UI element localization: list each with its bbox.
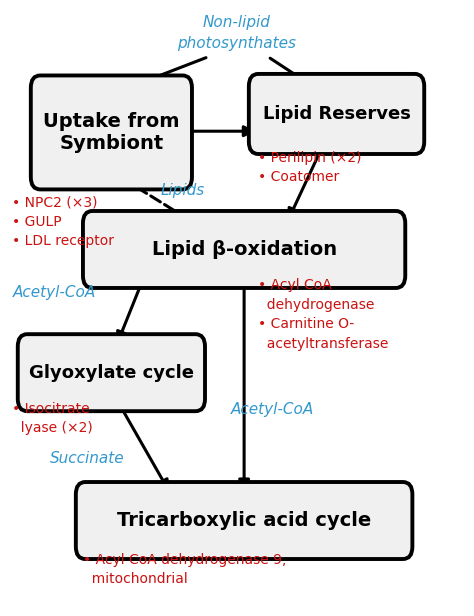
Text: Uptake from
Symbiont: Uptake from Symbiont (43, 112, 180, 153)
Text: Acetyl-CoA: Acetyl-CoA (231, 402, 314, 416)
Text: • Perilipin (×2)
• Coatomer: • Perilipin (×2) • Coatomer (258, 151, 362, 184)
FancyBboxPatch shape (83, 211, 405, 288)
Text: Lipids: Lipids (160, 183, 205, 198)
Text: Succinate: Succinate (50, 451, 125, 466)
FancyBboxPatch shape (249, 74, 424, 154)
FancyBboxPatch shape (31, 76, 192, 190)
Text: Glyoxylate cycle: Glyoxylate cycle (29, 363, 194, 382)
Text: Lipid Reserves: Lipid Reserves (263, 105, 410, 123)
Text: • NPC2 (×3)
• GULP
• LDL receptor: • NPC2 (×3) • GULP • LDL receptor (12, 195, 114, 248)
Text: • Acyl CoA dehydrogenase 9,
  mitochondrial: • Acyl CoA dehydrogenase 9, mitochondria… (83, 553, 286, 586)
Text: • Isocitrate
  lyase (×2): • Isocitrate lyase (×2) (12, 402, 92, 435)
Text: Non-lipid
photosynthates: Non-lipid photosynthates (177, 15, 297, 51)
Text: Lipid β-oxidation: Lipid β-oxidation (152, 240, 337, 259)
Text: Tricarboxylic acid cycle: Tricarboxylic acid cycle (117, 511, 371, 530)
Text: Acetyl-CoA: Acetyl-CoA (13, 285, 96, 299)
Text: • Acyl CoA
  dehydrogenase
• Carnitine O-
  acetyltransferase: • Acyl CoA dehydrogenase • Carnitine O- … (258, 278, 389, 351)
FancyBboxPatch shape (18, 334, 205, 411)
FancyBboxPatch shape (76, 482, 412, 559)
